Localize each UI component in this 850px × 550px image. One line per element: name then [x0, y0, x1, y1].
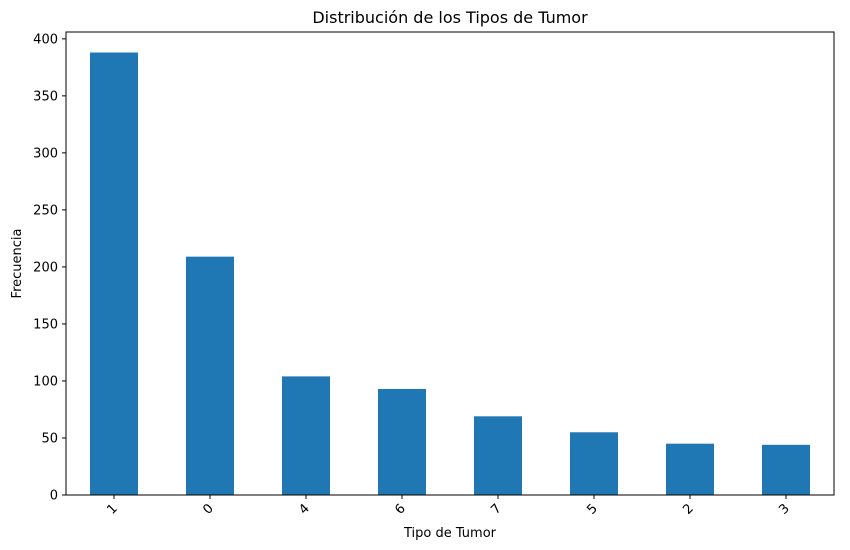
bars-group [90, 52, 810, 495]
y-tick-label: 350 [33, 89, 58, 104]
x-tick-label: 2 [680, 501, 696, 517]
y-tick-label: 300 [33, 146, 58, 161]
x-axis-label: Tipo de Tumor [403, 526, 497, 541]
x-tick-label: 0 [200, 501, 216, 517]
y-tick-label: 250 [33, 203, 58, 218]
y-tick-label: 150 [33, 317, 58, 332]
chart-title: Distribución de los Tipos de Tumor [312, 8, 588, 27]
bar-7 [474, 416, 522, 495]
bar-4 [282, 376, 330, 495]
bar-2 [666, 443, 714, 495]
x-axis: 1 0 4 6 7 5 2 3 [104, 495, 793, 518]
y-tick-label: 200 [33, 260, 58, 275]
bar-1 [90, 52, 138, 495]
y-tick-label: 0 [50, 489, 58, 504]
y-tick-label: 50 [41, 431, 58, 446]
x-tick-label: 1 [104, 501, 120, 517]
x-tick-label: 3 [776, 501, 792, 517]
bar-3 [762, 444, 810, 495]
x-tick-label: 6 [392, 501, 408, 517]
x-tick-label: 4 [296, 501, 312, 517]
bar-5 [570, 432, 618, 495]
y-axis-label: Frecuencia [10, 229, 25, 299]
plot-frame [65, 31, 835, 496]
bar-0 [186, 256, 234, 495]
y-tick-label: 100 [33, 374, 58, 389]
y-axis: 0 50 100 150 200 250 300 350 400 [33, 32, 66, 504]
y-tick-label: 400 [33, 32, 58, 47]
bar-6 [378, 388, 426, 495]
x-tick-label: 5 [584, 501, 600, 517]
x-tick-label: 7 [488, 501, 504, 517]
